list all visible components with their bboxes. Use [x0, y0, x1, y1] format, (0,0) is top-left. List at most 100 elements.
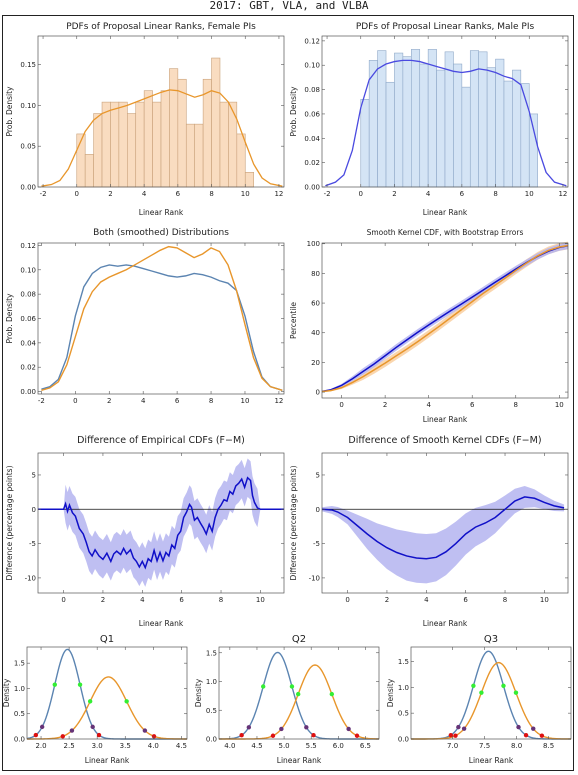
y-axis-label: Difference (percentage points) — [289, 465, 298, 580]
histogram-bar — [211, 57, 221, 188]
y-tick-label: 0.04 — [20, 339, 36, 347]
x-tick-label: 6.5 — [360, 742, 371, 750]
x-tick-label: 2.5 — [64, 742, 75, 750]
x-tick-label: 0 — [339, 401, 343, 409]
chart-title: Both (smoothed) Distributions — [93, 228, 229, 238]
y-tick-label: 0 — [316, 506, 320, 514]
y-tick-label: 0.00 — [20, 184, 36, 192]
quantile-marker — [304, 725, 309, 730]
histogram-bar — [461, 86, 471, 188]
x-tick-label: 6 — [175, 397, 180, 405]
x-tick-label: 12 — [274, 190, 283, 198]
chart-smooth_cdf: Smooth Kernel CDF, with Bootstrap Errors… — [289, 228, 569, 424]
histogram-bar — [486, 67, 496, 188]
quantile-marker — [239, 732, 244, 738]
chart-q1: Q1 2.0 2.5 3.0 3.5 4.0 4.5 0.0 0.5 1.0 1.5 Density L… — [2, 634, 188, 765]
plot-frame — [26, 646, 188, 740]
x-tick-label: 6.0 — [333, 742, 344, 750]
x-axis-label: Linear Rank — [139, 619, 184, 628]
series-line — [321, 244, 569, 393]
histogram-bar — [495, 58, 505, 188]
histogram-bar — [503, 80, 513, 188]
x-axis-label: Linear Rank — [139, 208, 184, 217]
x-tick-label: 4 — [140, 596, 145, 604]
x-tick-label: 8.0 — [511, 742, 522, 750]
histogram-bar — [444, 51, 454, 188]
y-tick-label: 1.0 — [206, 678, 217, 686]
quantile-marker — [77, 682, 83, 687]
histogram-bar — [101, 101, 111, 188]
chart-female_pdf: PDFs of Proposal Linear Ranks, Female PI… — [5, 22, 285, 217]
x-tick-label: 8 — [209, 190, 213, 198]
histogram-bar — [478, 51, 488, 188]
x-tick-label: 0 — [61, 596, 65, 604]
quantile-marker — [270, 733, 276, 738]
y-tick-label: 0.05 — [20, 143, 36, 151]
y-tick-label: 40 — [311, 329, 320, 337]
x-tick-label: 10 — [525, 190, 534, 198]
quantile-marker — [448, 732, 454, 738]
y-tick-label: 0.12 — [304, 37, 320, 45]
histogram-bar — [436, 69, 446, 188]
density-curve — [411, 661, 572, 740]
y-tick-label: 0.02 — [304, 159, 320, 167]
difference-line — [38, 476, 284, 570]
x-tick-label: 2 — [385, 596, 389, 604]
x-tick-label: 3.0 — [92, 742, 103, 750]
y-tick-label: 0.10 — [20, 266, 36, 274]
x-tick-label: 5.5 — [306, 742, 317, 750]
chart-title: PDFs of Proposal Linear Ranks, Female PI… — [66, 22, 256, 32]
error-band — [322, 485, 565, 584]
y-tick-label: 0.02 — [20, 364, 36, 372]
histogram-bar — [236, 133, 246, 188]
x-tick-label: 2.0 — [35, 742, 46, 750]
x-tick-label: 6 — [470, 401, 475, 409]
y-tick-label: -5 — [29, 540, 36, 548]
y-axis-label: Prob. Density — [289, 86, 298, 137]
x-tick-label: 5.0 — [279, 742, 290, 750]
histogram-bar — [152, 101, 162, 188]
quantile-marker — [33, 732, 39, 738]
y-tick-label: 0.10 — [304, 62, 320, 70]
y-axis-label: Density — [2, 678, 11, 707]
quantile-marker — [279, 726, 284, 732]
x-tick-label: 10 — [555, 401, 564, 409]
quantile-marker — [246, 725, 252, 730]
density-curve — [41, 89, 283, 187]
chart-title: Difference of Smooth Kernel CDFs (F−M) — [348, 435, 541, 446]
histogram-bar — [127, 113, 137, 188]
y-tick-label: 0.15 — [20, 61, 36, 69]
y-tick-label: 0.10 — [20, 102, 36, 110]
histogram-bar — [528, 113, 538, 188]
histogram-bar — [202, 78, 212, 188]
x-tick-label: 4 — [426, 401, 431, 409]
quantile-marker — [501, 683, 506, 688]
plot-frame — [321, 35, 569, 188]
y-tick-label: 5 — [32, 471, 36, 479]
plot-frame — [37, 452, 285, 594]
x-tick-label: 6 — [176, 190, 181, 198]
quantile-marker — [96, 732, 102, 738]
chart-q3: Q3 7.0 7.5 8.0 8.5 0.0 0.5 1.0 1.5 Density Linear … — [386, 634, 572, 765]
quantile-marker — [151, 734, 157, 739]
histogram-bar — [135, 101, 145, 188]
x-tick-label: 12 — [558, 190, 567, 198]
y-tick-label: 0.00 — [20, 388, 36, 396]
x-tick-label: 2 — [383, 401, 387, 409]
y-tick-label: 0.12 — [20, 242, 36, 250]
y-tick-label: -10 — [309, 574, 320, 582]
y-tick-label: 1.5 — [206, 649, 217, 657]
quantile-marker — [261, 684, 266, 689]
histogram-bar — [385, 81, 395, 188]
plot-frame — [321, 242, 569, 399]
y-tick-label: 0.0 — [14, 736, 25, 744]
histogram-bar — [219, 101, 229, 188]
y-tick-label: 1.0 — [14, 685, 25, 693]
x-tick-label: 7.5 — [479, 742, 490, 750]
x-tick-label: 8 — [493, 190, 497, 198]
x-tick-label: -2 — [324, 190, 331, 198]
x-tick-label: 4.0 — [224, 742, 235, 750]
quantile-marker — [39, 724, 45, 730]
x-tick-label: 6 — [463, 596, 468, 604]
